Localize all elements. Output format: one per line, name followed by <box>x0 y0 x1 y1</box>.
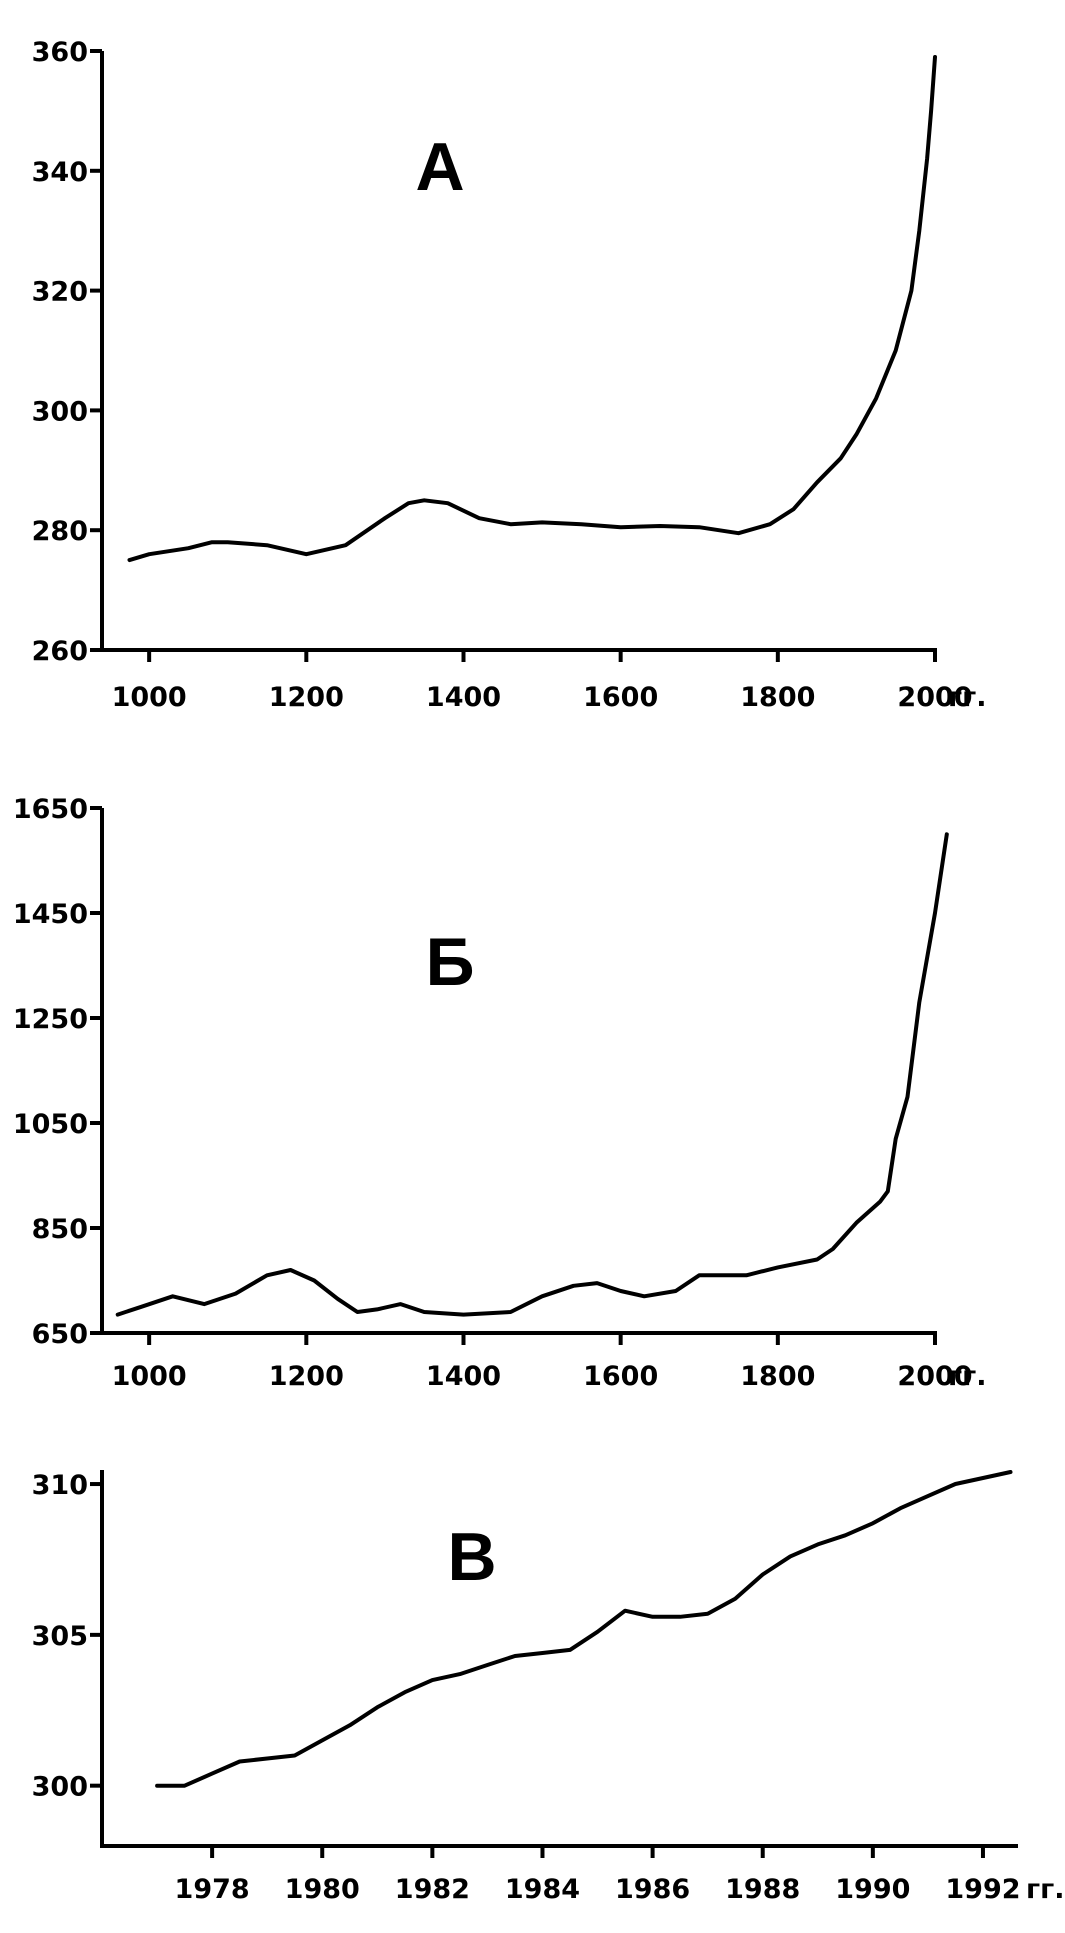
panel-letter: Б <box>426 924 475 1000</box>
x-unit-label: гг. <box>948 1361 986 1392</box>
x-tick-label: 1000 <box>112 682 187 713</box>
x-tick-label: 1600 <box>583 1361 658 1392</box>
x-tick-label: 1600 <box>583 682 658 713</box>
chart-panel-v: 300 305 310 1978 1980 1982 1984 1986 1988 1990 199… <box>32 1470 1064 1905</box>
x-tick-label: 1984 <box>505 1874 580 1905</box>
x-tick-label: 1990 <box>835 1874 910 1905</box>
x-tick-label: 1400 <box>426 682 501 713</box>
x-tick-label: 1800 <box>740 682 815 713</box>
y-tick-label: 1250 <box>13 1004 88 1035</box>
x-tick-label: 1200 <box>269 1361 344 1392</box>
x-unit-label: гг. <box>1026 1874 1064 1905</box>
x-tick-label: 1988 <box>725 1874 800 1905</box>
y-tick-label: 360 <box>32 37 88 68</box>
x-tick-label: 1000 <box>112 1361 187 1392</box>
y-tick-label: 650 <box>32 1319 88 1350</box>
x-tick-label: 1978 <box>175 1874 250 1905</box>
panel-letter: А <box>415 129 464 205</box>
x-unit-label: гг. <box>948 682 986 713</box>
y-tick-label: 340 <box>32 157 88 188</box>
x-tick-label: 1400 <box>426 1361 501 1392</box>
y-tick-label: 305 <box>32 1621 88 1652</box>
x-tick-label: 1982 <box>395 1874 470 1905</box>
x-tick-label: 1986 <box>615 1874 690 1905</box>
x-tick-label: 1980 <box>285 1874 360 1905</box>
y-tick-label: 1050 <box>13 1109 88 1140</box>
y-tick-label: 280 <box>32 516 88 547</box>
y-tick-label: 320 <box>32 277 88 308</box>
x-tick-label: 1800 <box>740 1361 815 1392</box>
series-line <box>115 832 949 1317</box>
y-tick-label: 300 <box>32 1772 88 1803</box>
series-line <box>127 55 937 563</box>
series-line <box>155 1470 1013 1788</box>
chart-panel-b: 650 850 1050 1250 1450 1650 1000 1200 1400 1600 18… <box>13 794 987 1392</box>
y-tick-label: 1450 <box>13 899 88 930</box>
chart-panel-a: 260 280 300 320 340 360 1000 1200 1400 1600 1800 20… <box>32 37 987 713</box>
panel-letter: В <box>447 1519 496 1595</box>
x-tick-label: 1200 <box>269 682 344 713</box>
y-tick-label: 1650 <box>13 794 88 825</box>
y-tick-label: 310 <box>32 1470 88 1501</box>
x-tick-label: 1992 <box>945 1874 1020 1905</box>
y-tick-label: 300 <box>32 396 88 427</box>
y-tick-label: 850 <box>32 1214 88 1245</box>
x-tick-label: 2000 <box>897 1361 972 1392</box>
y-tick-label: 260 <box>32 636 88 667</box>
x-tick-label: 2000 <box>897 682 972 713</box>
